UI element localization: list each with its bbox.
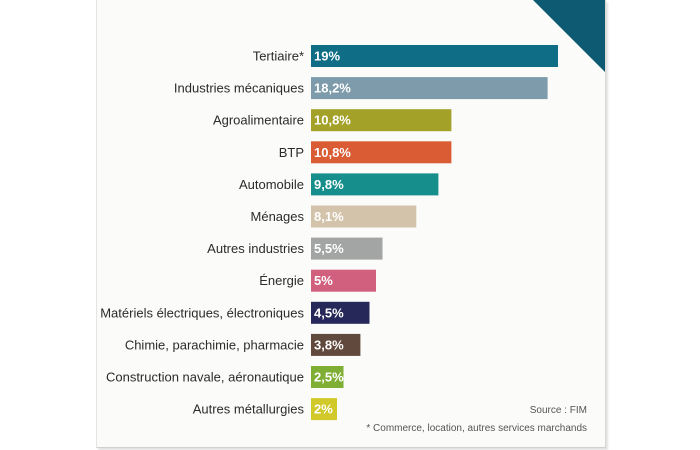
category-label: BTP bbox=[279, 145, 304, 160]
chart-card: Tertiaire* 19% Industries mécaniques 18,2% A… bbox=[96, 0, 606, 448]
bar bbox=[311, 301, 370, 324]
value-label: 5% bbox=[314, 273, 333, 288]
category-label: Industries mécaniques bbox=[174, 81, 305, 96]
bar bbox=[311, 333, 361, 356]
value-label: 9,8% bbox=[314, 177, 344, 192]
category-label: Ménages bbox=[251, 209, 305, 224]
bar bbox=[311, 269, 376, 292]
bar bbox=[311, 141, 452, 164]
bar bbox=[311, 45, 558, 67]
source-note: Source : FIM bbox=[529, 405, 587, 416]
category-label: Matériels électriques, électroniques bbox=[100, 305, 304, 320]
category-label: Automobile bbox=[239, 177, 304, 192]
bar bbox=[311, 205, 417, 228]
category-label: Agroalimentaire bbox=[213, 113, 304, 128]
value-label: 19% bbox=[314, 49, 340, 64]
footnote: * Commerce, location, autres services ma… bbox=[366, 423, 587, 434]
category-label: Autres industries bbox=[207, 241, 304, 256]
category-label: Construction navale, aéronautique bbox=[106, 370, 304, 385]
bar bbox=[311, 109, 452, 132]
category-label: Énergie bbox=[259, 273, 304, 288]
value-label: 4,5% bbox=[314, 305, 344, 320]
value-label: 10,8% bbox=[314, 113, 351, 128]
bar bbox=[311, 398, 337, 421]
bar-chart: Tertiaire* 19% Industries mécaniques 18,2% A… bbox=[100, 0, 605, 421]
bar bbox=[311, 173, 439, 196]
category-label: Chimie, parachimie, pharmacie bbox=[125, 337, 304, 352]
value-label: 2,5% bbox=[314, 370, 344, 385]
value-label: 2% bbox=[314, 402, 333, 417]
bar bbox=[311, 77, 548, 100]
value-label: 10,8% bbox=[314, 145, 351, 160]
corner-decoration bbox=[533, 0, 605, 72]
category-label: Tertiaire* bbox=[253, 49, 304, 64]
bar bbox=[311, 366, 344, 388]
value-label: 5,5% bbox=[314, 241, 344, 256]
value-label: 18,2% bbox=[314, 81, 351, 96]
value-label: 3,8% bbox=[314, 337, 344, 352]
value-label: 8,1% bbox=[314, 209, 344, 224]
category-label: Autres métallurgies bbox=[193, 402, 305, 417]
bar bbox=[311, 237, 383, 260]
